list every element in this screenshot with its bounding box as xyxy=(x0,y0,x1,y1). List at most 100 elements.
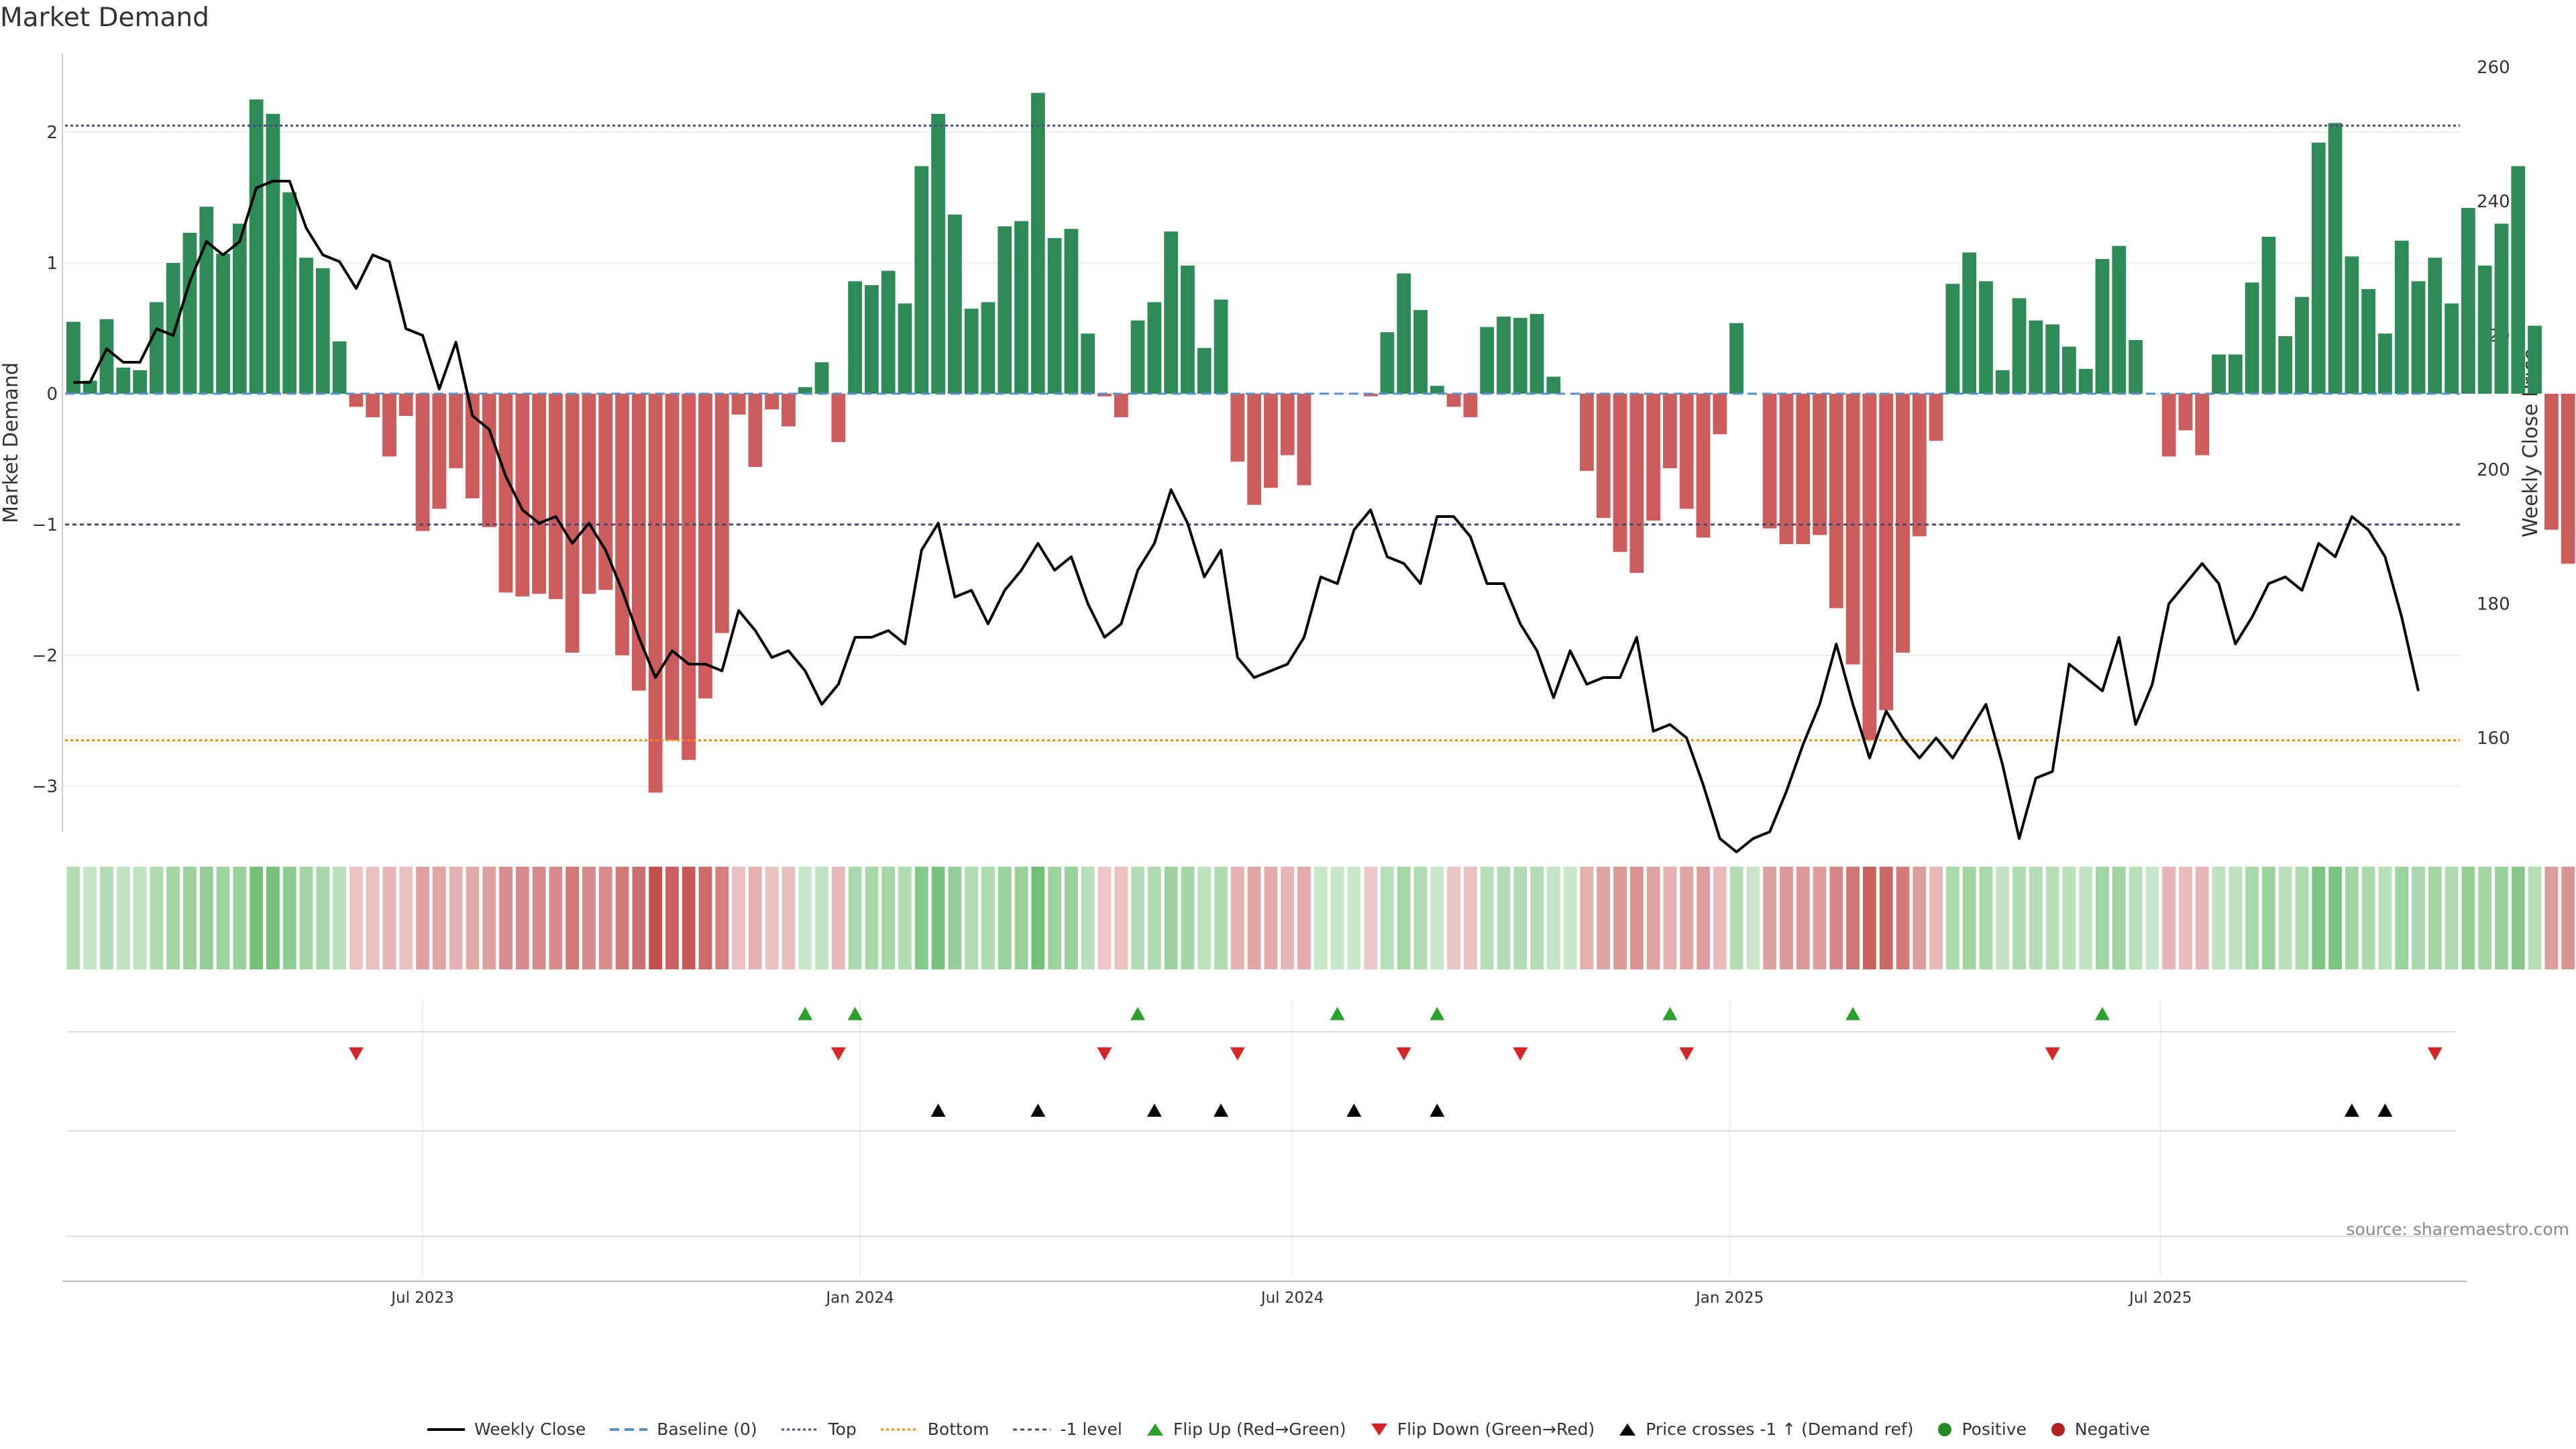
legend-label: -1 level xyxy=(1060,1419,1122,1439)
positive-bar xyxy=(1962,252,1977,394)
heat-cell xyxy=(2129,867,2143,969)
heat-cell xyxy=(649,867,662,969)
heat-cell xyxy=(549,867,563,969)
dot-icon xyxy=(2051,1422,2065,1436)
heat-cell xyxy=(1813,867,1827,969)
y-tick-label: 1 xyxy=(46,254,58,274)
y2-tick-label: 200 xyxy=(2477,460,2510,480)
positive-bar xyxy=(2311,142,2326,394)
chart-title: Market Demand xyxy=(0,3,209,33)
x-tick-label: Jul 2024 xyxy=(1260,1289,1324,1307)
positive-bar xyxy=(2212,354,2226,394)
heat-cell xyxy=(665,867,679,969)
positive-bar xyxy=(1014,221,1028,394)
legend-label: Weekly Close xyxy=(474,1419,586,1439)
heat-cell xyxy=(1763,867,1777,969)
price-cross-marker xyxy=(1030,1104,1046,1117)
positive-bar xyxy=(2045,324,2059,394)
positive-bar xyxy=(2112,246,2127,394)
heat-cell xyxy=(2312,867,2326,969)
heat-cell xyxy=(150,867,164,969)
heat-cell xyxy=(1230,867,1244,969)
heat-cell xyxy=(1181,867,1195,969)
negative-bar xyxy=(1247,393,1261,505)
positive-bar xyxy=(1995,370,2010,394)
flip-up-marker xyxy=(798,1007,813,1020)
heat-cell xyxy=(1979,867,1993,969)
heat-cell xyxy=(2245,867,2259,969)
flip-up-marker xyxy=(1130,1007,1146,1020)
positive-bar xyxy=(2328,123,2343,394)
heat-cell xyxy=(2445,867,2459,969)
heat-cell xyxy=(865,867,879,969)
heat-cell xyxy=(998,867,1012,969)
negative-bar xyxy=(1862,393,1877,741)
positive-bar xyxy=(2361,288,2376,394)
heat-cell xyxy=(815,867,828,969)
heat-cell xyxy=(1381,867,1394,969)
positive-bar xyxy=(2428,258,2443,394)
positive-bar xyxy=(2095,259,2110,394)
heat-cell xyxy=(1646,867,1660,969)
positive-bar xyxy=(99,319,114,394)
heat-cell xyxy=(233,867,247,969)
flip-down-marker xyxy=(1513,1047,1528,1061)
negative-bar xyxy=(1829,393,1843,608)
heat-cell xyxy=(2528,867,2542,969)
positive-bar xyxy=(282,192,297,394)
heat-cell xyxy=(1896,867,1910,969)
dot-icon xyxy=(1938,1422,1952,1436)
flip-up-marker xyxy=(1430,1007,1445,1020)
y2-tick-label: 240 xyxy=(2477,192,2510,212)
negative-bar xyxy=(682,393,696,760)
negative-bar xyxy=(1796,393,1811,545)
negative-bar xyxy=(698,393,712,699)
negative-bar xyxy=(532,393,546,594)
flip-up-marker xyxy=(847,1007,863,1020)
flip-down-marker xyxy=(830,1047,846,1061)
negative-bar xyxy=(1779,393,1794,545)
negative-bar xyxy=(1646,393,1660,521)
heat-cell xyxy=(1247,867,1261,969)
positive-bar xyxy=(83,380,97,394)
positive-bar xyxy=(1380,332,1395,394)
negative-bar xyxy=(1297,393,1311,486)
positive-bar xyxy=(1979,281,1993,394)
positive-bar xyxy=(66,321,80,394)
x-tick-label: Jul 2025 xyxy=(2128,1289,2192,1307)
heat-cell xyxy=(1597,867,1611,969)
legend-item-negative: Negative xyxy=(2049,1419,2150,1439)
positive-bar xyxy=(848,281,862,394)
heat-cell xyxy=(732,867,745,969)
legend-dotted-line-icon xyxy=(781,1428,819,1430)
negative-bar xyxy=(466,393,480,498)
heat-cell xyxy=(2162,867,2176,969)
heat-cell xyxy=(1065,867,1078,969)
negative-bar xyxy=(1280,393,1295,455)
heat-cell xyxy=(2262,867,2275,969)
heat-cell xyxy=(2212,867,2226,969)
heat-cell xyxy=(1796,867,1810,969)
heat-cell xyxy=(2278,867,2292,969)
legend-label: Negative xyxy=(2074,1419,2151,1439)
heat-cell xyxy=(1613,867,1627,969)
heat-cell xyxy=(1945,867,1960,969)
heat-cell xyxy=(2478,867,2492,969)
legend-item-weekly-close: Weekly Close xyxy=(426,1419,586,1439)
negative-bar xyxy=(1713,393,1727,435)
positive-bar xyxy=(1147,302,1162,394)
heat-cell xyxy=(2079,867,2093,969)
heat-cell xyxy=(831,867,845,969)
positive-bar xyxy=(964,309,979,394)
heat-cell xyxy=(515,867,529,969)
legend-label: Baseline (0) xyxy=(657,1419,757,1439)
positive-bar xyxy=(1081,333,1095,394)
legend-label: Flip Up (Red→Green) xyxy=(1173,1419,1346,1439)
y-tick-label: −1 xyxy=(32,515,58,535)
heat-cell xyxy=(1447,867,1460,969)
heat-cell xyxy=(66,867,80,969)
negative-bar xyxy=(2161,393,2176,457)
positive-bar xyxy=(249,99,264,394)
heat-cell xyxy=(250,867,263,969)
y-tick-label: 0 xyxy=(46,384,58,405)
